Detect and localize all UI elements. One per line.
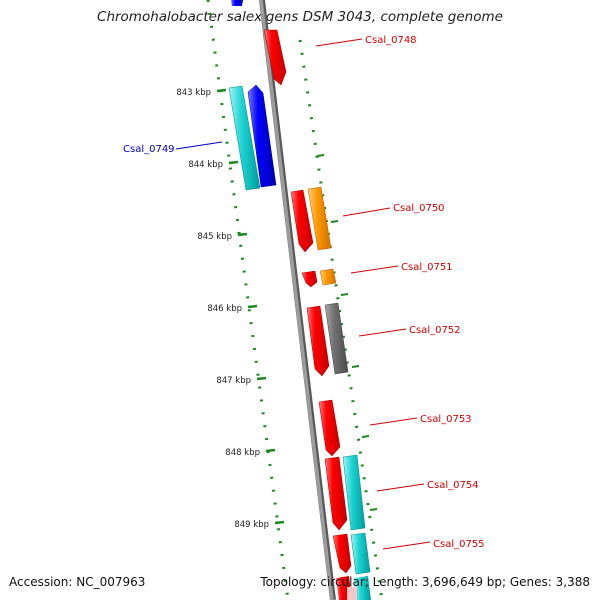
scale-tick-mark <box>237 232 248 237</box>
leader-line-csal-0750 <box>342 207 391 217</box>
leader-line-csal-0749 <box>175 141 223 150</box>
leader-line-csal-0753 <box>369 417 418 426</box>
accession-text: Accession: NC_007963 <box>9 575 146 589</box>
genome-backbone <box>259 0 334 600</box>
feature-cyan-partial[interactable] <box>354 576 371 600</box>
scale-tick-mark <box>340 293 349 296</box>
gene-label-csal-0752[interactable]: Csal_0752 <box>409 325 461 336</box>
tick-label: 846 kbp <box>207 304 242 314</box>
scale-tick-mark <box>369 508 378 511</box>
feature-orange-csal-0750[interactable] <box>307 186 332 251</box>
feature-cyan-csal-0755[interactable] <box>350 532 371 575</box>
leader-line-csal-0751 <box>350 265 399 274</box>
feature-orange-csal-0751[interactable] <box>319 268 337 286</box>
scale-tick-mark <box>228 160 239 165</box>
gene-arrow-csal-0753[interactable] <box>318 399 341 457</box>
scale-tick-mark <box>247 304 258 309</box>
leader-line-csal-0748 <box>315 38 363 47</box>
scale-tick-mark <box>330 220 339 223</box>
tick-label: 843 kbp <box>176 88 211 98</box>
gene-arrow-csal-0752[interactable] <box>306 305 330 377</box>
gene-label-csal-0755[interactable]: Csal_0755 <box>433 539 485 550</box>
scale-tick-mark <box>256 376 267 381</box>
gene-label-csal-0754[interactable]: Csal_0754 <box>427 480 479 491</box>
scale-tick-labels: 843 kbp 844 kbp 845 kbp 846 kbp 847 kbp … <box>176 88 269 530</box>
gene-arrow-csal-0755[interactable] <box>332 533 352 574</box>
feature-cyan-csal-0749[interactable] <box>228 85 261 191</box>
gene-arrow-csal-0751[interactable] <box>301 270 318 288</box>
tick-label: 849 kbp <box>234 520 269 530</box>
gene-label-csal-0748[interactable]: Csal_0748 <box>365 35 417 46</box>
leader-line-csal-0755 <box>382 541 431 550</box>
scale-ticks <box>216 88 378 525</box>
tick-label: 845 kbp <box>197 232 232 242</box>
gene-labels: Csal_0748 Csal_0749 Csal_0750 Csal_0751 … <box>123 35 485 550</box>
gene-arrow-blue-partial[interactable] <box>231 0 243 6</box>
gene-arrow-csal-0750[interactable] <box>290 189 314 253</box>
scale-tick-mark <box>351 365 360 368</box>
scale-tick-mark <box>265 448 276 453</box>
leader-line-csal-0752 <box>358 328 407 337</box>
scale-tick-mark <box>216 88 227 93</box>
gene-label-leaders <box>175 38 431 550</box>
gene-arrow-csal-0749[interactable] <box>247 84 277 188</box>
gene-features <box>228 0 371 600</box>
gene-label-csal-0751[interactable]: Csal_0751 <box>401 262 453 273</box>
feature-cyan-csal-0754[interactable] <box>342 454 366 531</box>
gene-label-csal-0750[interactable]: Csal_0750 <box>393 203 445 214</box>
feature-gray-csal-0752[interactable] <box>324 302 349 375</box>
scale-tick-mark <box>361 435 370 438</box>
tick-label: 844 kbp <box>188 160 223 170</box>
scale-tick-mark <box>274 520 285 525</box>
genome-summary-text: Topology: circular; Length: 3,696,649 bp… <box>260 575 590 589</box>
tick-label: 848 kbp <box>225 448 260 458</box>
gene-arrow-csal-0748[interactable] <box>263 29 287 86</box>
scale-tick-mark <box>316 154 325 157</box>
leader-line-csal-0754 <box>376 483 425 492</box>
tick-label: 847 kbp <box>216 376 251 386</box>
map-title: Chromohalobacter salexigens DSM 3043, co… <box>97 9 503 25</box>
gene-label-csal-0753[interactable]: Csal_0753 <box>420 414 472 425</box>
gene-label-csal-0749[interactable]: Csal_0749 <box>123 144 175 155</box>
gene-arrow-csal-0754[interactable] <box>324 456 348 531</box>
feature-pink-partial[interactable] <box>347 587 357 600</box>
